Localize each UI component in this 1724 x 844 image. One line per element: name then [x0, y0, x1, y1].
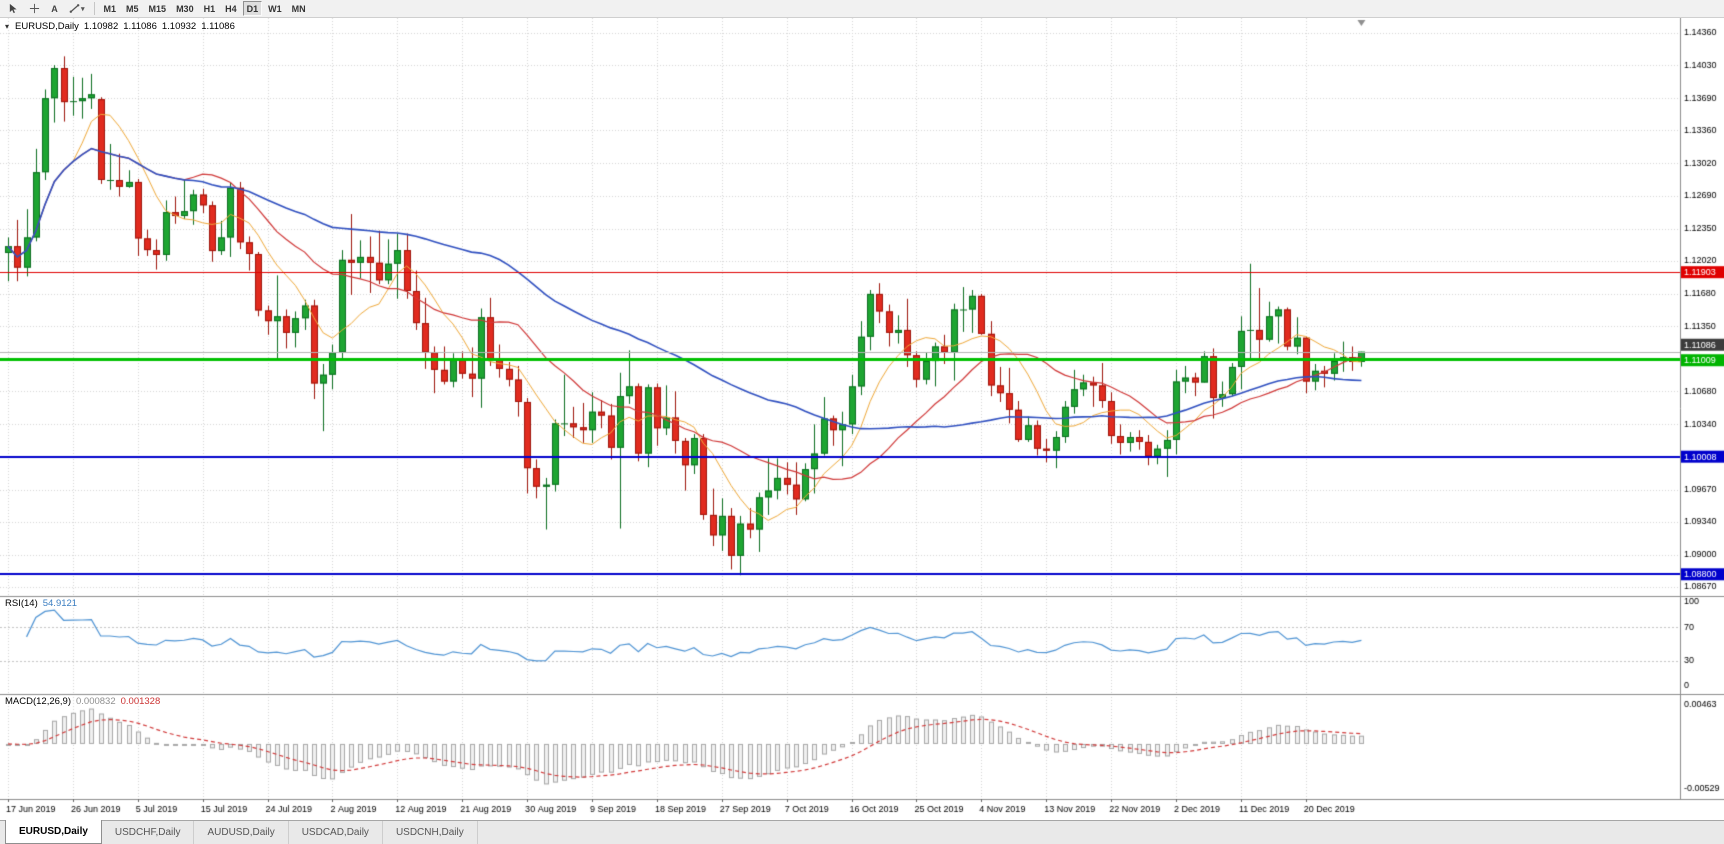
timeframe-button-m15[interactable]: M15 [148, 3, 167, 14]
tab-audusd-daily[interactable]: AUDUSD,Daily [194, 821, 289, 844]
timeframe-button-m1[interactable]: M1 [103, 3, 117, 14]
tabbar-filler [478, 821, 1724, 844]
tab-usdcnh-daily[interactable]: USDCNH,Daily [383, 821, 478, 844]
macd-main-value: 0.000832 [76, 696, 116, 707]
tab-eurusd-daily[interactable]: EURUSD,Daily [5, 820, 102, 844]
tab-label: USDCNH,Daily [395, 827, 464, 838]
tab-label: AUDUSD,Daily [207, 827, 275, 838]
timeframe-button-mn[interactable]: MN [291, 3, 306, 14]
timeframe-button-h1[interactable]: H1 [203, 3, 216, 14]
open-value: 1.10982 [83, 21, 119, 32]
price-chart-canvas[interactable] [0, 18, 1724, 820]
toolbar: A ▾ M1 M5 M15 M30 H1 H4 D1 W1 MN [0, 0, 1724, 18]
cursor-icon [8, 3, 19, 14]
tab-label: USDCAD,Daily [301, 827, 369, 838]
tab-usdcad-daily[interactable]: USDCAD,Daily [289, 821, 383, 844]
high-value: 1.11086 [123, 21, 157, 32]
crosshair-icon [29, 3, 40, 14]
trendline-icon [69, 3, 80, 14]
tab-label: USDCHF,Daily [114, 827, 181, 838]
tab-label: EURUSD,Daily [19, 826, 88, 837]
symbol-period-label: EURUSD,Daily [15, 21, 79, 32]
crosshair-tool-button[interactable] [25, 1, 44, 16]
macd-indicator-label: MACD(12,26,9) 0.000832 0.001328 [5, 696, 160, 707]
timeframe-button-m5[interactable]: M5 [126, 3, 139, 14]
rsi-name: RSI(14) [5, 598, 38, 609]
chart-area [0, 18, 1724, 820]
macd-name: MACD(12,26,9) [5, 696, 71, 707]
symbol-tabbar: EURUSD,Daily USDCHF,Daily AUDUSD,Daily U… [0, 820, 1724, 844]
tab-usdchf-daily[interactable]: USDCHF,Daily [102, 821, 195, 844]
timeframe-button-d1[interactable]: D1 [242, 1, 263, 16]
toolbar-separator [93, 2, 95, 15]
cursor-tool-button[interactable] [4, 1, 23, 16]
timeframe-button-m30[interactable]: M30 [176, 3, 194, 14]
text-tool-icon: A [51, 3, 58, 14]
timeframe-button-w1[interactable]: W1 [268, 3, 282, 14]
line-studies-dropdown-button[interactable]: ▾ [65, 1, 89, 16]
chevron-down-icon: ▾ [81, 5, 85, 13]
macd-signal-value: 0.001328 [120, 696, 161, 707]
timeframe-button-h4[interactable]: H4 [225, 3, 237, 14]
close-value: 1.11086 [201, 21, 235, 32]
text-label-tool-button[interactable]: A [46, 1, 63, 16]
rsi-indicator-label: RSI(14) 54.9121 [5, 598, 77, 609]
symbol-dropdown-icon[interactable]: ▾ [5, 22, 10, 31]
chart-ohlc-header: ▾ EURUSD,Daily 1.10982 1.11086 1.10932 1… [5, 21, 235, 32]
rsi-value: 54.9121 [42, 598, 78, 609]
low-value: 1.10932 [161, 21, 197, 32]
